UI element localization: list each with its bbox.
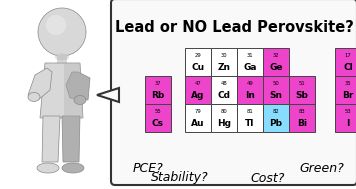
Text: 37: 37 [155,81,161,86]
Text: Sb: Sb [295,91,308,100]
Text: I: I [346,119,350,128]
Ellipse shape [74,95,86,105]
Text: Rb: Rb [151,91,164,100]
Bar [145,76,171,104]
Text: 83: 83 [299,109,305,114]
Polygon shape [97,88,119,102]
Text: 51: 51 [299,81,305,86]
Ellipse shape [28,92,40,101]
Text: 82: 82 [273,109,279,114]
Text: Au: Au [191,119,205,128]
Text: PCE?: PCE? [133,161,163,174]
Text: 48: 48 [221,81,227,86]
Text: Cs: Cs [152,119,164,128]
Text: 17: 17 [345,53,351,58]
Bar [237,104,263,132]
Bar [289,76,315,104]
Text: Cd: Cd [218,91,230,100]
Text: Sn: Sn [269,91,283,100]
FancyBboxPatch shape [111,0,356,185]
Bar [211,48,237,76]
Bar [335,48,356,76]
Circle shape [38,8,86,56]
Bar [211,76,237,104]
Text: Zn: Zn [218,63,230,72]
Text: 79: 79 [195,109,201,114]
Text: 49: 49 [247,81,253,86]
Polygon shape [28,68,52,100]
Text: In: In [245,91,255,100]
Text: 31: 31 [247,53,253,58]
Text: Cl: Cl [343,63,353,72]
Text: Tl: Tl [245,119,255,128]
Bar [185,76,211,104]
Text: 50: 50 [273,81,279,86]
Bar [211,104,237,132]
Text: 53: 53 [345,109,351,114]
Bar [237,48,263,76]
Bar [57,54,67,64]
Text: Br: Br [342,91,354,100]
Circle shape [46,15,66,35]
Bar [185,104,211,132]
Text: 30: 30 [221,53,227,58]
Ellipse shape [62,163,84,173]
Bar [263,104,289,132]
Ellipse shape [55,53,69,60]
Bar [145,104,171,132]
Text: Ag: Ag [191,91,205,100]
Bar [263,76,289,104]
Ellipse shape [37,163,59,173]
Text: Cu: Cu [192,63,205,72]
Text: Hg: Hg [217,119,231,128]
Text: Stability?: Stability? [151,171,209,184]
Text: Cost?: Cost? [251,171,285,184]
Text: 55: 55 [155,109,161,114]
Polygon shape [64,63,83,118]
Text: 35: 35 [345,81,351,86]
Text: Ge: Ge [269,63,283,72]
Bar [335,76,356,104]
Text: 29: 29 [195,53,201,58]
Text: 47: 47 [195,81,201,86]
Bar [237,76,263,104]
Text: 81: 81 [247,109,253,114]
Text: Green?: Green? [300,161,344,174]
Text: 32: 32 [273,53,279,58]
Text: Ga: Ga [243,63,257,72]
Polygon shape [40,63,83,118]
Polygon shape [42,116,60,162]
Polygon shape [62,116,80,162]
Bar [289,104,315,132]
Polygon shape [66,72,90,100]
Text: Bi: Bi [297,119,307,128]
Text: 80: 80 [221,109,227,114]
Bar [185,48,211,76]
Text: Lead or NO Lead Perovskite?: Lead or NO Lead Perovskite? [115,20,354,35]
Text: Pb: Pb [269,119,283,128]
Bar [263,48,289,76]
Bar [335,104,356,132]
